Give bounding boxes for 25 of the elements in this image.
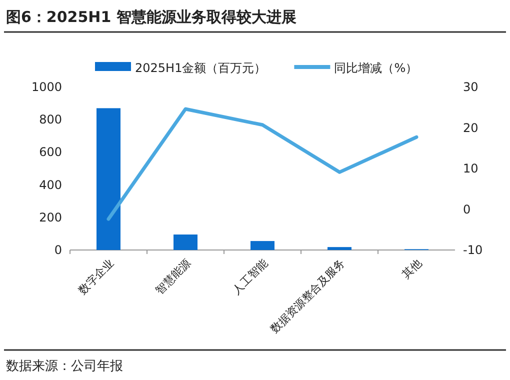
y-tick-label: 400 (39, 178, 62, 192)
bar (250, 241, 274, 250)
chart-title: 图6：2025H1 智慧能源业务取得较大进展 (6, 8, 296, 26)
y-tick-label: 1000 (31, 80, 62, 94)
x-tick-label: 其他 (400, 256, 424, 282)
line-series (106, 107, 418, 221)
bar (328, 247, 352, 250)
y-tick-label: 0 (54, 243, 62, 257)
y-tick-label: 800 (39, 112, 62, 127)
legend-label: 同比增减（%） (334, 61, 418, 75)
y2-tick-label: -10 (463, 243, 483, 257)
bar (174, 234, 198, 250)
x-tick-label: 数字企业 (76, 256, 116, 297)
x-tick-label: 数据资源整合及服务 (268, 256, 348, 336)
source-note: 数据来源：公司年报 (6, 359, 123, 374)
y2-tick-label: 30 (463, 80, 478, 94)
y2-tick-label: 0 (463, 202, 471, 216)
y2-tick-label: 20 (463, 120, 478, 135)
x-tick-label: 智慧能源 (152, 256, 194, 297)
y2-tick-label: 10 (463, 162, 478, 176)
bar (96, 108, 120, 250)
y-tick-label: 200 (39, 210, 62, 224)
legend-label: 2025H1金额（百万元） (135, 61, 266, 75)
x-tick-label: 人工智能 (230, 256, 270, 297)
y-tick-label: 600 (39, 145, 62, 160)
